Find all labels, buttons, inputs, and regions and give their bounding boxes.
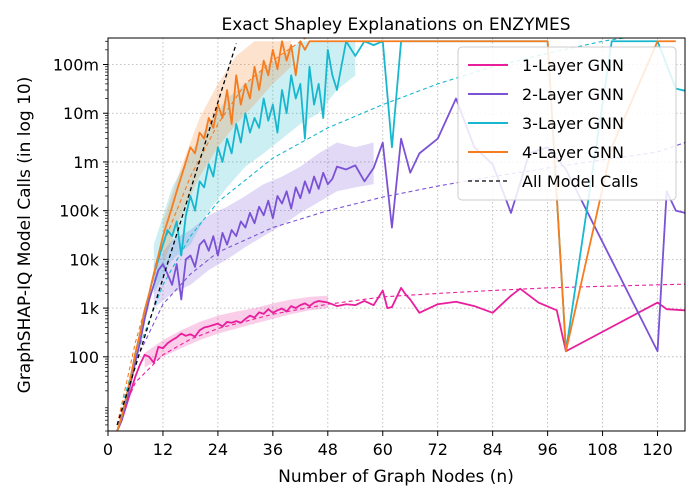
chart-title: Exact Shapley Explanations on ENZYMES xyxy=(221,15,570,35)
reference-curve xyxy=(116,38,307,426)
legend-label: 4-Layer GNN xyxy=(522,143,624,162)
reference-curves xyxy=(116,38,685,426)
legend-label: All Model Calls xyxy=(522,172,638,191)
x-axis-title: Number of Graph Nodes (n) xyxy=(278,467,514,487)
y-axis: 100 1k 10k 100k 1m 10m 100m xyxy=(53,40,108,432)
series-line xyxy=(116,43,237,426)
x-tick-label: 72 xyxy=(428,440,448,459)
y-tick-label: 100m xyxy=(53,56,99,75)
legend-label: 1-Layer GNN xyxy=(522,56,624,75)
y-tick-label: 1k xyxy=(80,299,100,318)
series-line xyxy=(116,40,676,431)
confidence-band xyxy=(153,41,356,294)
confidence-band xyxy=(144,295,328,368)
y-tick-label: 100 xyxy=(68,348,99,367)
y-tick-label: 1m xyxy=(73,153,99,172)
reference-curve xyxy=(116,142,685,426)
legend-label: 3-Layer GNN xyxy=(522,114,624,133)
series-line xyxy=(116,286,685,431)
x-tick-label: 96 xyxy=(537,440,557,459)
x-tick-label: 48 xyxy=(318,440,338,459)
plot-frame xyxy=(107,37,686,432)
confidence-band xyxy=(153,142,374,309)
y-tick-label: 10k xyxy=(69,250,99,269)
series-line xyxy=(116,97,685,431)
x-tick-label: 84 xyxy=(482,440,502,459)
x-axis: 0 12 24 36 48 60 72 84 96 108 120 xyxy=(103,431,673,459)
x-tick-label: 0 xyxy=(103,440,113,459)
reference-curve xyxy=(116,38,628,426)
y-tick-label: 100k xyxy=(59,202,100,221)
x-tick-label: 108 xyxy=(587,440,618,459)
confidence-bands xyxy=(144,41,374,368)
legend-box xyxy=(457,46,677,201)
y-tick-label: 10m xyxy=(63,104,99,123)
x-tick-label: 120 xyxy=(642,440,673,459)
legend: 1-Layer GNN 2-Layer GNN 3-Layer GNN 4-Layer… xyxy=(457,46,677,201)
x-tick-label: 12 xyxy=(153,440,173,459)
x-tick-label: 60 xyxy=(373,440,393,459)
legend-label: 2-Layer GNN xyxy=(522,85,624,104)
confidence-band xyxy=(162,41,292,265)
y-axis-title: GraphSHAP-IQ Model Calls (in log 10) xyxy=(15,77,35,394)
x-tick-label: 36 xyxy=(263,440,283,459)
x-tick-label: 24 xyxy=(208,440,228,459)
reference-curve xyxy=(116,283,685,426)
series-lines xyxy=(116,40,685,431)
